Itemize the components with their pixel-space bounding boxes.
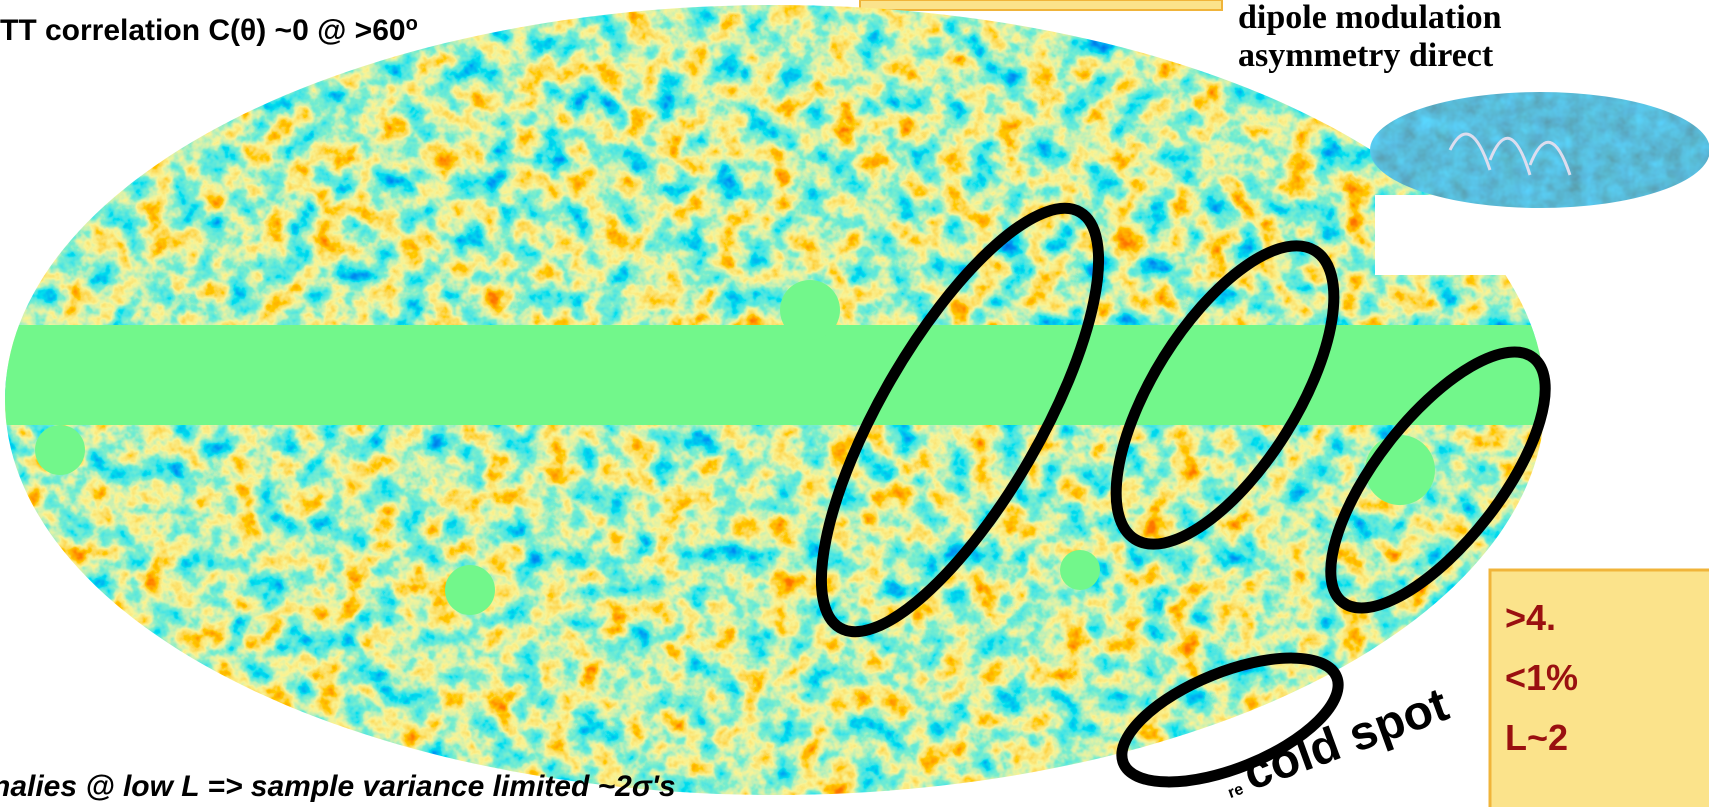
box-line: L~2 <box>1505 717 1568 758</box>
slide: TT correlation C(θ) ~0 @ >60o dipole mod… <box>0 0 1709 807</box>
box-line: >4. <box>1505 597 1556 638</box>
cmb-map <box>0 0 1560 807</box>
top-left-text: TT correlation C(θ) ~0 @ >60o <box>0 13 418 47</box>
top-right-line: asymmetry direct <box>1238 37 1494 74</box>
box-line: <1% <box>1505 657 1578 698</box>
cold-spot-prefix: re <box>1226 781 1246 802</box>
top-right-line: dipole modulation <box>1238 0 1502 36</box>
bottom-left-text: nalies @ low L => sample variance limite… <box>0 770 676 803</box>
top-box <box>860 0 1222 10</box>
